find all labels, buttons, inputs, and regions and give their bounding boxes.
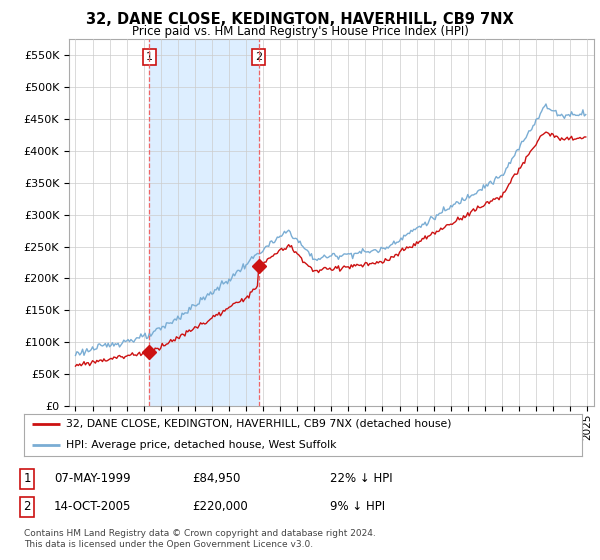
Text: Contains HM Land Registry data © Crown copyright and database right 2024.
This d: Contains HM Land Registry data © Crown c… [24, 529, 376, 549]
Text: 07-MAY-1999: 07-MAY-1999 [54, 472, 131, 486]
Bar [149, 39, 259, 406]
Text: £220,000: £220,000 [192, 500, 248, 514]
Text: 2: 2 [23, 500, 31, 514]
Text: 9% ↓ HPI: 9% ↓ HPI [330, 500, 385, 514]
Text: HPI: Average price, detached house, West Suffolk: HPI: Average price, detached house, West… [66, 440, 337, 450]
Text: 32, DANE CLOSE, KEDINGTON, HAVERHILL, CB9 7NX (detached house): 32, DANE CLOSE, KEDINGTON, HAVERHILL, CB… [66, 419, 451, 428]
Text: 2: 2 [255, 52, 262, 62]
Text: 22% ↓ HPI: 22% ↓ HPI [330, 472, 392, 486]
Text: 14-OCT-2005: 14-OCT-2005 [54, 500, 131, 514]
Text: Price paid vs. HM Land Registry's House Price Index (HPI): Price paid vs. HM Land Registry's House … [131, 25, 469, 38]
Text: 1: 1 [146, 52, 153, 62]
Text: 1: 1 [23, 472, 31, 486]
Text: 32, DANE CLOSE, KEDINGTON, HAVERHILL, CB9 7NX: 32, DANE CLOSE, KEDINGTON, HAVERHILL, CB… [86, 12, 514, 27]
Bar [578, 39, 596, 406]
Text: £84,950: £84,950 [192, 472, 241, 486]
